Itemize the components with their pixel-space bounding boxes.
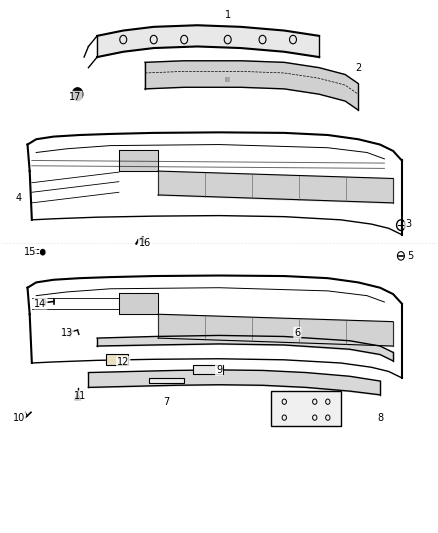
Text: 7: 7: [164, 397, 170, 407]
Bar: [193, 365, 223, 374]
Text: III: III: [225, 77, 231, 83]
Polygon shape: [119, 150, 158, 171]
Polygon shape: [97, 25, 319, 57]
Text: 11: 11: [74, 391, 86, 401]
Text: 16: 16: [139, 238, 151, 248]
Bar: [149, 378, 184, 383]
Text: 10: 10: [13, 413, 25, 423]
Text: 15: 15: [24, 247, 36, 257]
Circle shape: [72, 88, 83, 101]
Text: 9: 9: [216, 365, 222, 375]
Bar: [271, 391, 341, 425]
Text: 4: 4: [16, 192, 22, 203]
Text: 2: 2: [355, 63, 361, 72]
Text: 8: 8: [377, 413, 383, 423]
Text: 13: 13: [60, 328, 73, 338]
Circle shape: [41, 249, 45, 255]
Text: 12: 12: [117, 357, 130, 367]
Text: 17: 17: [69, 92, 81, 102]
Text: 5: 5: [407, 251, 413, 261]
Polygon shape: [119, 293, 158, 314]
Bar: [106, 354, 127, 365]
Polygon shape: [145, 61, 358, 110]
Text: 14: 14: [35, 298, 47, 309]
Text: 1: 1: [225, 10, 231, 20]
Text: 6: 6: [294, 328, 300, 338]
Text: ⊏: ⊏: [33, 247, 39, 257]
Text: 3: 3: [405, 219, 411, 229]
Polygon shape: [74, 393, 81, 400]
